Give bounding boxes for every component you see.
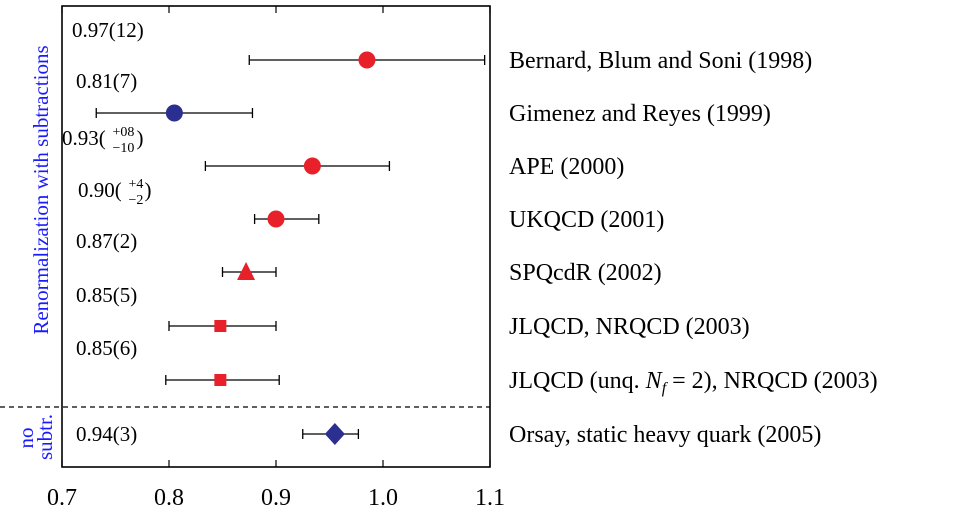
entry-label: JLQCD, NRQCD (2003) <box>509 314 750 340</box>
renormalization-side-label: Renormalization with subtractions <box>29 45 53 334</box>
value-annotation: 0.85(5) <box>76 283 137 307</box>
value-annotation: 0.97(12) <box>72 18 144 42</box>
data-point-circle <box>165 104 183 122</box>
value-annotation: 0.87(2) <box>76 229 137 253</box>
data-point-square <box>214 320 227 332</box>
value-annotation-main: 0.90( <box>78 178 122 202</box>
value-annotation-sub: −2 <box>129 193 144 208</box>
value-annotation: 0.90( +4−2) <box>78 177 152 208</box>
value-annotation-close: ) <box>145 178 152 202</box>
x-tick-label: 0.8 <box>154 485 184 511</box>
entry-label: APE (2000) <box>509 154 624 180</box>
entry-label: Orsay, static heavy quark (2005) <box>509 422 821 448</box>
x-tick-label: 0.7 <box>47 485 77 511</box>
data-point-circle <box>358 51 376 69</box>
entry-label: JLQCD (unq. Nf = 2), NRQCD (2003) <box>509 368 878 397</box>
no-subtr-label-line1: no <box>14 428 38 449</box>
value-annotation: 0.94(3) <box>76 422 137 446</box>
value-annotation-main: 0.93( <box>62 126 106 150</box>
entry-label: SPQcdR (2002) <box>509 260 662 286</box>
entry-label: UKQCD (2001) <box>509 207 664 233</box>
value-annotation-sup: +08 <box>113 125 135 140</box>
data-point-circle <box>267 210 285 228</box>
value-annotation: 0.85(6) <box>76 336 137 360</box>
value-annotation: 0.93( +08−10) <box>62 125 144 156</box>
x-tick-label: 1.0 <box>368 485 398 511</box>
x-tick-label: 0.9 <box>261 485 291 511</box>
entry-label: Gimenez and Reyes (1999) <box>509 101 771 127</box>
x-tick-label: 1.1 <box>475 485 505 511</box>
data-point-circle <box>303 157 321 175</box>
data-point-triangle <box>237 262 256 280</box>
entry-label: Bernard, Blum and Soni (1998) <box>509 48 812 74</box>
value-annotation-close: ) <box>137 126 144 150</box>
data-point-square <box>214 374 227 386</box>
data-point-diamond <box>324 423 345 445</box>
no-subtr-label-line2: subtr. <box>33 414 57 460</box>
value-annotation-sup: +4 <box>129 177 144 192</box>
value-annotation-sub: −10 <box>113 141 135 156</box>
value-annotation: 0.81(7) <box>76 69 137 93</box>
